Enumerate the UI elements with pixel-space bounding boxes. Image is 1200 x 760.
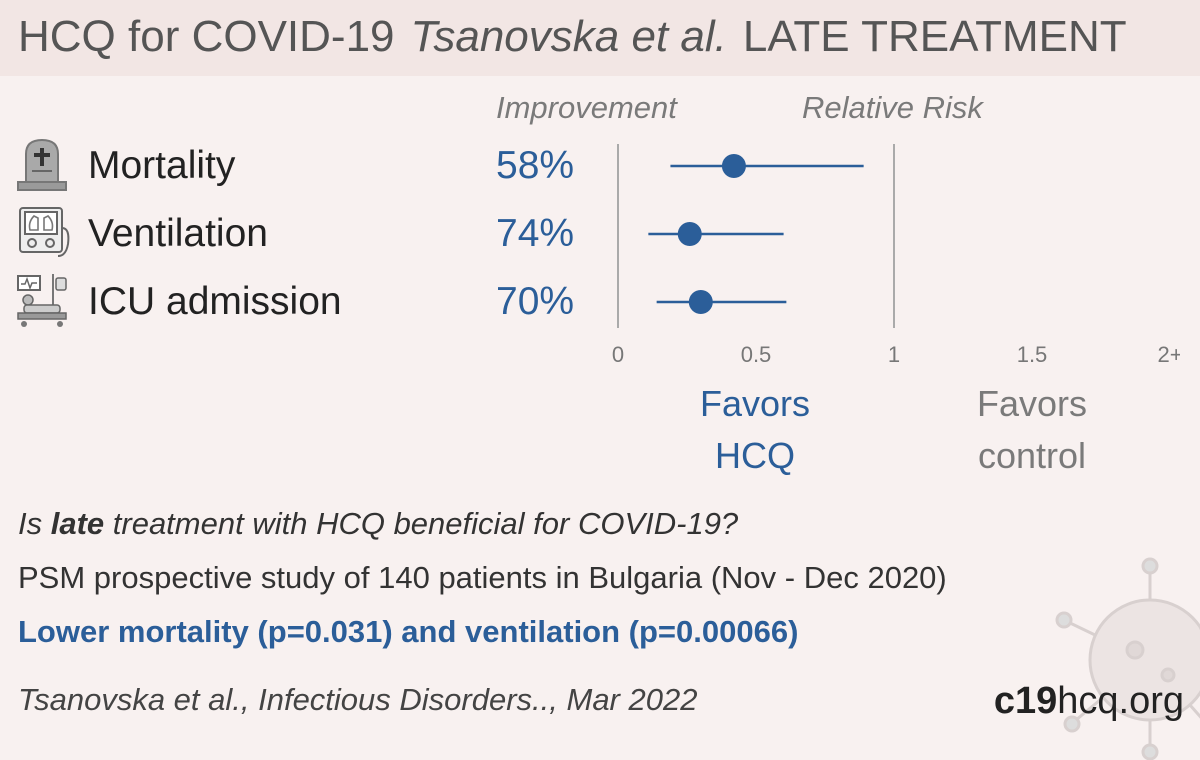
- improvement-value: 70%: [496, 280, 575, 323]
- rr-point-ventilation: [677, 222, 702, 246]
- rr-point-mortality: [721, 154, 746, 178]
- outcome-row-icu: ICU admission 70%: [0, 274, 1200, 336]
- outcome-label: Ventilation: [88, 212, 268, 255]
- site-logo-bold: c19: [993, 680, 1058, 722]
- favors-control-line1: Favors: [976, 383, 1088, 424]
- favors-hcq-label: Favors HCQ: [645, 378, 865, 482]
- virus-watermark-icon: [1055, 557, 1200, 760]
- x-tick-label: 2+: [1157, 342, 1180, 367]
- favors-hcq-line2: HCQ: [715, 435, 795, 476]
- header-band: HCQ for COVID-19 Tsanovska et al. LATE TRE…: [0, 0, 1200, 76]
- outcome-row-mortality: Mortality 58%: [0, 138, 1200, 200]
- favors-control-label: Favors control: [922, 378, 1142, 482]
- question-emphasis: late: [50, 506, 105, 541]
- favors-control-line2: control: [977, 435, 1087, 476]
- outcome-row-ventilation: Ventilation 74%: [0, 207, 1200, 268]
- relative-risk-header: Relative Risk: [802, 90, 983, 125]
- improvement-value: 74%: [496, 212, 575, 255]
- question-suffix: treatment with HCQ beneficial for COVID-…: [104, 506, 739, 541]
- forest-plot: 0 0.5 1 1.5 2+: [612, 144, 1180, 367]
- site-logo-rest: hcq.org: [1057, 680, 1184, 722]
- study-question: Is late treatment with HCQ beneficial fo…: [18, 506, 738, 542]
- page-title: HCQ for COVID-19 Tsanovska et al. LATE TRE…: [18, 12, 1127, 62]
- outcome-label: ICU admission: [88, 280, 342, 323]
- improvement-value: 58%: [496, 144, 575, 187]
- outcome-label: Mortality: [88, 144, 236, 187]
- question-prefix: Is: [18, 506, 51, 541]
- x-tick-label: 0.5: [741, 342, 772, 367]
- x-tick-label: 0: [612, 342, 624, 367]
- study-result: Lower mortality (p=0.031) and ventilatio…: [18, 614, 799, 649]
- x-tick-label: 1: [888, 342, 900, 367]
- improvement-header: Improvement: [496, 90, 677, 125]
- hospital-bed-icon: [17, 274, 67, 327]
- study-design: PSM prospective study of 140 patients in…: [18, 560, 947, 595]
- favors-hcq-line1: Favors: [699, 383, 811, 424]
- x-tick-label: 1.5: [1017, 342, 1048, 367]
- tombstone-icon: [17, 138, 67, 191]
- title-authors: Tsanovska et al.: [410, 12, 727, 61]
- site-logo: c19hcq.org: [994, 680, 1184, 723]
- title-topic: HCQ for COVID-19: [18, 12, 395, 61]
- rr-point-icu-admission: [688, 290, 713, 314]
- citation: Tsanovska et al., Infectious Disorders..…: [18, 682, 698, 717]
- title-stage: LATE TREATMENT: [742, 12, 1127, 61]
- ventilator-icon: [19, 207, 70, 257]
